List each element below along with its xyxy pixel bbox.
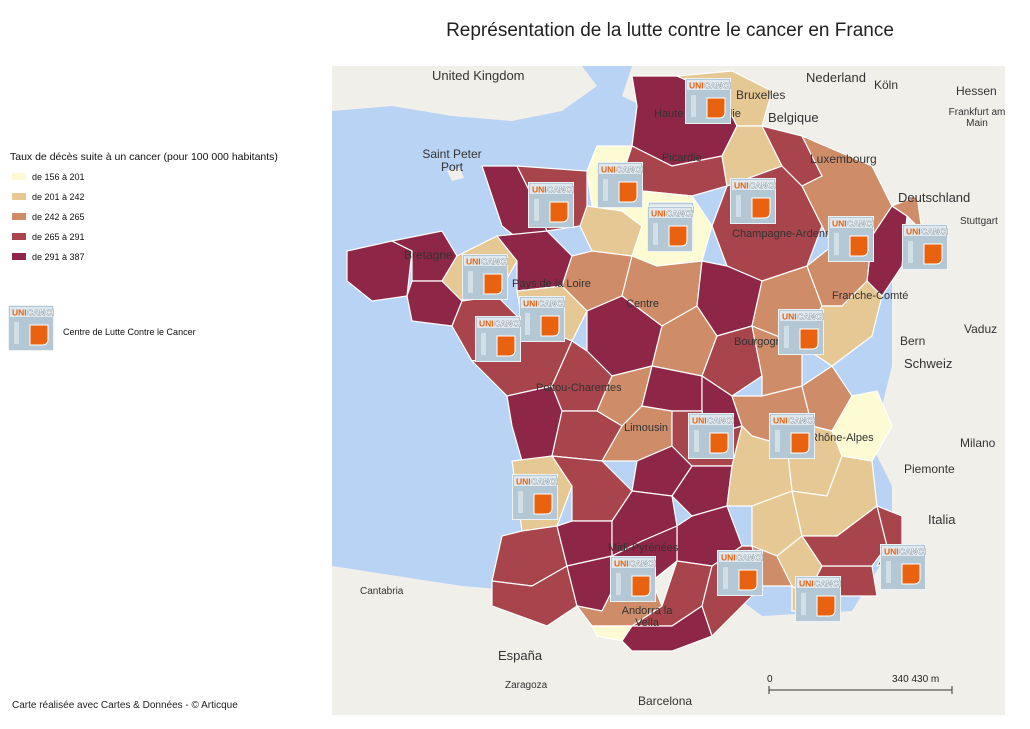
place-label: Köln [874,78,899,92]
land-spain [332,576,712,715]
place-label: Piemonte [904,462,955,476]
svg-text:CANCER: CANCER [788,416,815,426]
legend-swatch [12,173,26,180]
place-label: Champagne-Ardenne [732,228,838,240]
svg-text:CANCER: CANCER [666,209,693,219]
map-canvas[interactable]: United Kingdom Nederland Köln Hessen Bruxell… [332,66,1005,715]
credit: Carte réalisée avec Cartes & Données - ©… [12,700,238,711]
place-label: Stuttgart [960,216,998,227]
legend-label: de 265 à 291 [32,232,85,242]
scale-bar [768,686,953,694]
place-label: United Kingdom [432,68,525,83]
place-label: España [498,648,543,663]
svg-text:CANCER: CANCER [899,547,926,557]
svg-text:UNI: UNI [532,185,547,195]
place-label: Midi-Pyrénées [608,542,679,554]
place-label: Luxembourg [810,152,877,166]
place-label: Poitou-Charentes [536,382,622,394]
place-label: Bruxelles [736,88,786,102]
svg-text:UNI: UNI [906,227,921,237]
svg-text:UNI: UNI [651,209,666,219]
place-label: Hessen [956,84,997,98]
place-label: Bretagne [404,248,453,262]
svg-text:UNI: UNI [692,416,707,426]
svg-text:CANCER: CANCER [616,165,643,175]
svg-text:CANCER: CANCER [921,227,948,237]
region-nievre[interactable] [701,325,763,397]
place-label: Belgique [768,110,819,125]
place-label: Cantabria [360,586,404,597]
legend-label: de 291 à 387 [32,252,85,262]
place-label: Rhône-Alpes [810,432,874,444]
svg-text:CANCER: CANCER [629,559,656,569]
map-title: Représentation de la lutte contre le can… [446,20,894,41]
svg-text:UNI: UNI [832,219,847,229]
unicancer-legend-icon: UNICANCER [7,304,64,356]
svg-text:UNI: UNI [773,416,788,426]
svg-text:CANCER: CANCER [707,416,734,426]
legend-label: de 201 à 242 [32,192,85,202]
place-label: Barcelona [638,694,693,708]
place-label: Deutschland [898,190,971,205]
place-label: Picardie [662,152,702,164]
svg-text:CANCER: CANCER [547,185,574,195]
svg-text:CANCER: CANCER [538,299,565,309]
scale-start: 0 [767,674,773,685]
legend-label: de 156 à 201 [32,172,85,182]
place-label: Schweiz [904,356,953,371]
svg-text:CANCER: CANCER [736,553,763,563]
legend-swatch [12,213,26,220]
place-label: Milano [960,436,996,450]
svg-text:UNI: UNI [799,579,814,589]
svg-text:UNI: UNI [782,312,797,322]
unicancer-legend-label: Centre de Lutte Contre le Cancer [63,327,196,337]
svg-text:CANCER: CANCER [749,181,776,191]
place-label: Centre [626,298,660,310]
svg-text:CANCER: CANCER [847,219,874,229]
svg-text:UNI: UNI [614,559,629,569]
place-label: Vaduz [964,322,998,336]
place-label: Bern [900,334,926,348]
svg-text:UNI: UNI [689,81,704,91]
svg-text:UNI: UNI [479,319,494,329]
svg-text:UNI: UNI [523,299,538,309]
svg-text:UNI: UNI [466,257,481,267]
svg-text:CANCER: CANCER [27,308,54,318]
legend-label: de 242 à 265 [32,212,85,222]
place-label: Limousin [624,422,669,434]
svg-text:CANCER: CANCER [494,319,521,329]
place-label: Franche-Comté [832,290,909,302]
place-label: Nederland [806,70,866,85]
unicancer-logo-icon: UNICANCER [7,304,64,352]
place-label: Frankfurt am Main [948,107,1005,129]
legend-swatch [12,193,26,200]
svg-text:UNI: UNI [12,308,27,318]
svg-text:CANCER: CANCER [531,477,558,487]
place-label: Italia [928,512,956,527]
legend-swatch [12,253,26,260]
place-label: Andorra la Vella [621,605,673,629]
svg-text:UNI: UNI [734,181,749,191]
svg-text:CANCER: CANCER [481,257,508,267]
legend-swatch [12,233,26,240]
scale-end: 340 430 m [892,674,940,685]
land-channel-islands [447,168,464,181]
place-label: Bourgogne [734,336,788,348]
svg-text:CANCER: CANCER [797,312,824,322]
svg-text:UNI: UNI [601,165,616,175]
region-finistere[interactable] [346,240,413,302]
svg-text:UNI: UNI [884,547,899,557]
legend-title: Taux de décès suite à un cancer (pour 10… [10,151,278,163]
svg-text:UNI: UNI [721,553,736,563]
place-label: Saint Peter Port [422,147,482,174]
land-italy [892,446,1005,715]
svg-text:UNI: UNI [516,477,531,487]
svg-text:CANCER: CANCER [704,81,731,91]
land-uk [332,66,597,121]
place-label: Zaragoza [505,680,548,691]
svg-text:CANCER: CANCER [814,579,841,589]
place-label: Pays de la Loire [512,278,591,290]
